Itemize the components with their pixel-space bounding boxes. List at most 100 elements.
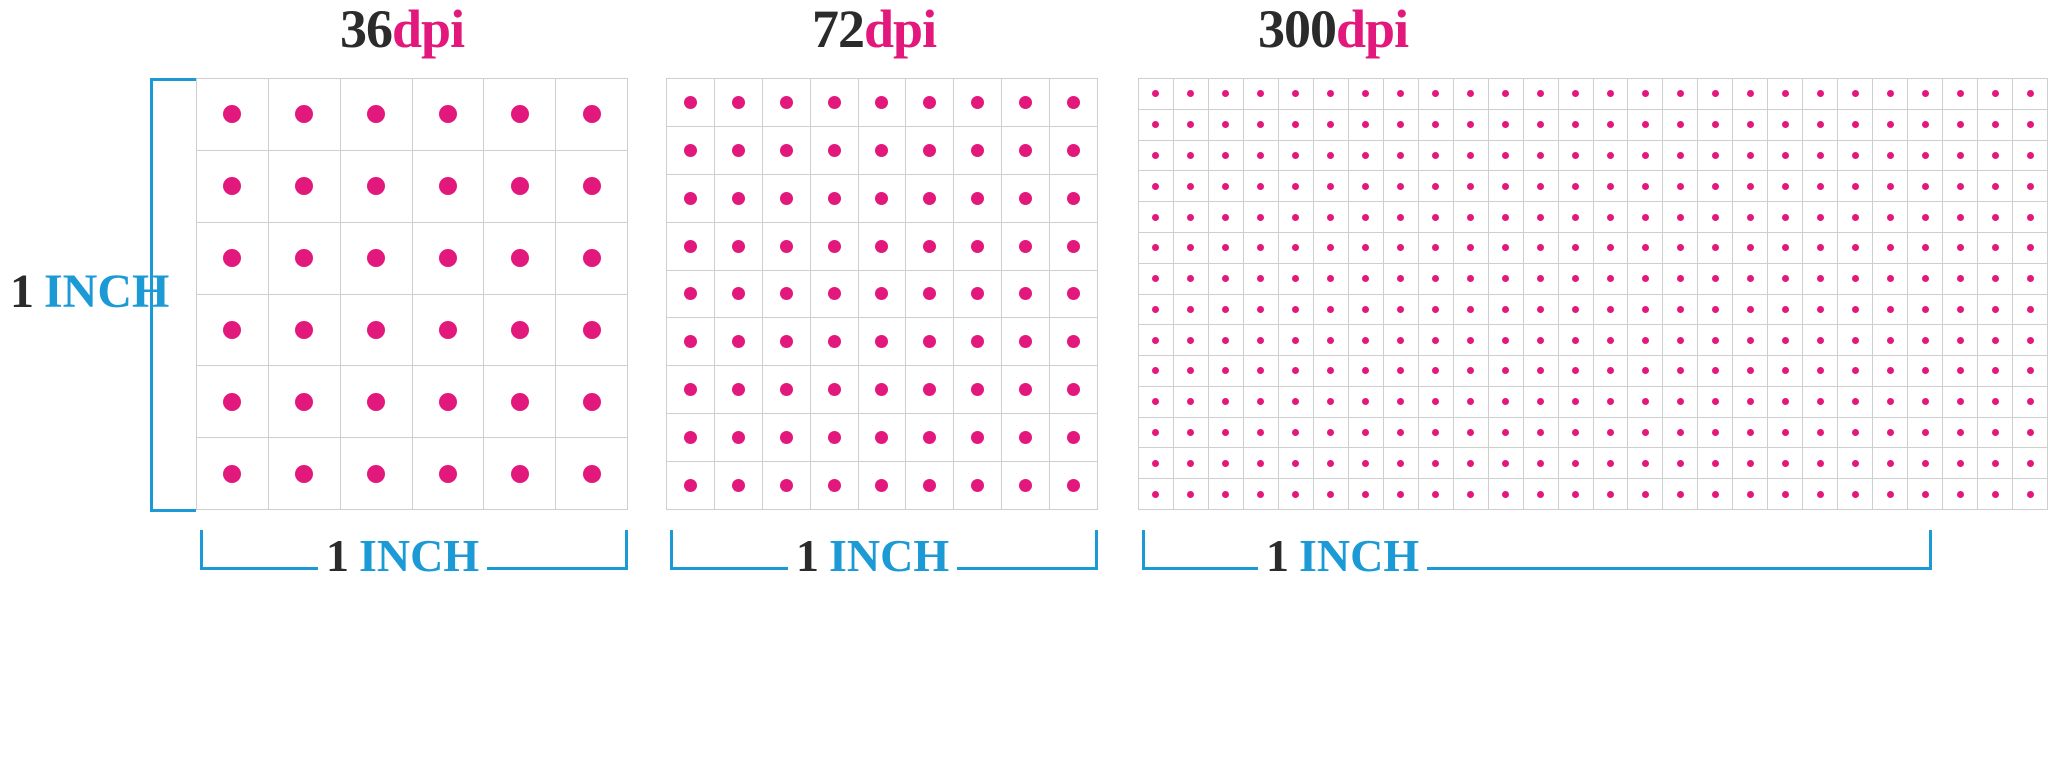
ink-dot [683,191,697,205]
ink-dot [1851,90,1859,98]
width-measure-value-36dpi: 1 [326,530,349,581]
ink-dot [1606,90,1614,98]
grid-cell [1663,109,1699,141]
grid-cell [1278,325,1314,357]
ink-dot [1851,367,1859,375]
grid-cell [1628,171,1664,203]
grid-cell [1418,171,1454,203]
ink-dot [1537,398,1545,406]
grid-cell [1943,356,1979,387]
ink-dot [1292,244,1300,252]
ink-dot [1746,275,1754,283]
ink-dot [971,287,985,301]
grid-cell [1050,174,1098,223]
ink-dot [1746,182,1754,190]
ink-dot [875,191,889,205]
grid-cell [1278,386,1314,418]
ink-dot [1257,151,1265,159]
grid-cell [1243,140,1279,172]
grid-cell [714,366,763,415]
grid-cell [1453,325,1489,357]
ink-dot [1537,336,1545,344]
grid-cell [858,126,907,175]
ink-dot [1502,151,1510,159]
ink-dot [1397,459,1405,467]
grid-cell [1558,386,1594,418]
ink-dot [1676,151,1684,159]
width-measure-label-36dpi: 1 INCH [318,530,488,581]
ink-dot [1606,213,1614,221]
ink-dot [1152,244,1160,252]
grid-cell [1453,294,1489,326]
ink-dot [438,392,457,411]
grid-cell [268,150,341,223]
grid-cell [1593,294,1629,326]
grid-cell [1908,294,1944,326]
grid-cell [2013,479,2048,510]
ink-dot [1222,429,1230,437]
ink-dot [1746,398,1754,406]
grid-cell [1383,171,1419,203]
grid-cell [1943,171,1979,203]
grid-cell [1278,417,1314,449]
ink-dot [1467,151,1475,159]
ink-dot [1502,367,1510,375]
ink-dot [1921,90,1929,98]
ink-dot [367,249,386,268]
grid-cell [1558,171,1594,203]
ink-dot [1257,367,1265,375]
grid-cell [1733,171,1769,203]
grid-cell [1002,318,1051,367]
panel-title-unit-300: dpi [1336,0,1409,59]
ink-dot [1886,305,1894,313]
ink-dot [2026,90,2034,98]
ink-dot [923,479,937,493]
grid-cell [1908,417,1944,449]
ink-dot [1921,305,1929,313]
ink-dot [1537,305,1545,313]
ink-dot [295,464,314,483]
ink-dot [1572,459,1580,467]
grid-cell [1978,263,2014,295]
ink-dot [779,95,793,109]
ink-dot [1432,275,1440,283]
grid-cell [1873,140,1909,172]
ink-dot [1816,121,1824,129]
ink-dot [779,335,793,349]
ink-dot [2026,213,2034,221]
ink-dot [1816,151,1824,159]
grid-cell [1002,414,1051,463]
ink-dot [1816,490,1824,498]
ink-dot [438,249,457,268]
grid-cell [1663,417,1699,449]
ink-dot [1222,151,1230,159]
ink-dot [1572,336,1580,344]
grid-cell [2013,109,2048,141]
grid-cell [1383,232,1419,264]
ink-dot [1641,151,1649,159]
ink-dot [1222,367,1230,375]
ink-dot [1711,182,1719,190]
grid-cell [1173,417,1209,449]
grid-cell [1243,356,1279,387]
grid-cell [1488,294,1524,326]
ink-dot [1222,398,1230,406]
ink-dot [779,383,793,397]
ink-dot [1921,244,1929,252]
grid-cell [556,294,628,367]
grid-cell [1558,109,1594,141]
ink-dot [827,479,841,493]
grid-cell [412,79,485,151]
grid-cell [1803,232,1839,264]
grid-cell [1139,140,1174,172]
grid-cell [412,294,485,367]
grid-cell [1139,232,1174,264]
ink-dot [223,320,242,339]
grid-cell [1383,325,1419,357]
grid-cell [1943,325,1979,357]
ink-dot [1432,336,1440,344]
grid-cell [1050,414,1098,463]
ink-dot [510,392,529,411]
ink-dot [1222,244,1230,252]
ink-dot [1851,398,1859,406]
